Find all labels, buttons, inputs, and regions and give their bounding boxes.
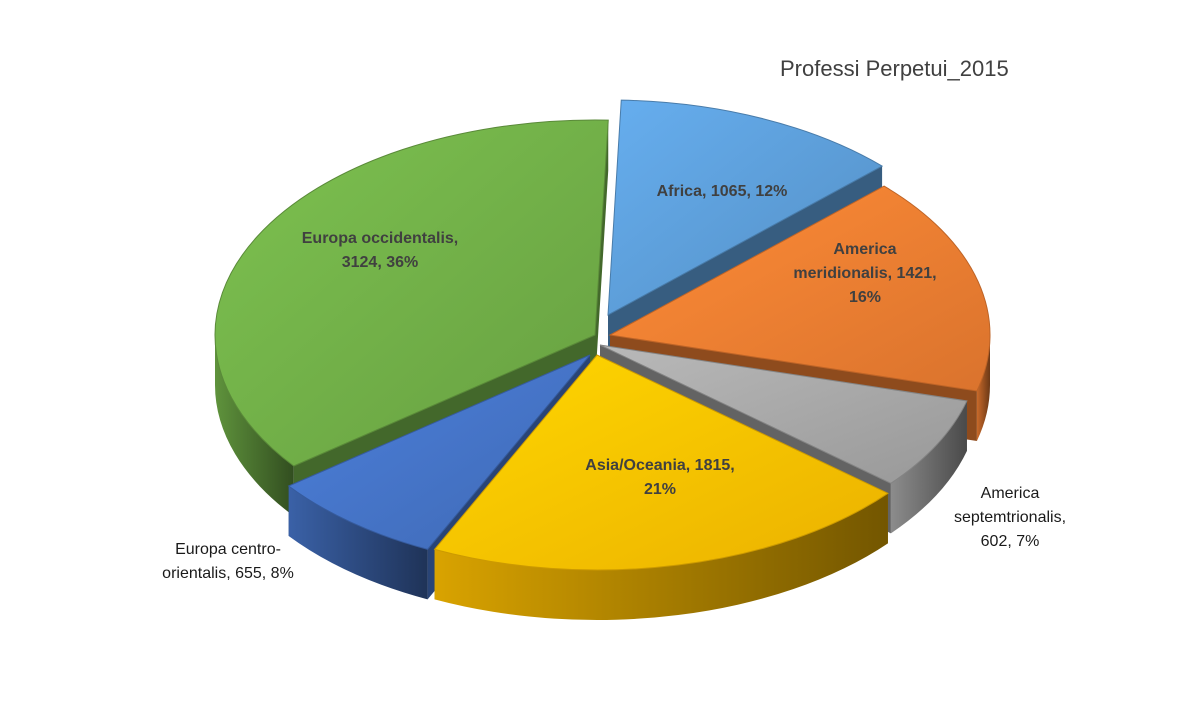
pie-outer-wall	[890, 400, 967, 534]
pie-outer-wall	[976, 335, 990, 441]
pie-labels: Africa, 1065, 12% America meridionalis, 14…	[162, 183, 1066, 582]
pie-slice-asia-oceania	[433, 354, 889, 571]
pie-slice-africa	[607, 99, 884, 316]
pie-slice-europa-centro-orientalis	[287, 354, 591, 550]
pie-slice-america-meridionalis	[608, 185, 991, 392]
pie-outer-wall	[434, 493, 888, 620]
data-label-america-meridionalis: America meridionalis, 1421, 16%	[793, 241, 936, 306]
data-label-europa-occidentalis: Europa occidentalis, 3124, 36%	[302, 230, 458, 271]
pie-tops	[214, 99, 991, 571]
data-label-america-septemtrionalis: America septemtrionalis, 602, 7%	[954, 485, 1066, 550]
pie-outer-wall	[215, 335, 294, 516]
pie-slice-america-septemtrionalis	[599, 344, 968, 484]
chart-title: Professi Perpetui_2015	[780, 56, 1009, 81]
data-label-asia-oceania: Asia/Oceania, 1815, 21%	[585, 457, 734, 498]
data-label-africa: Africa, 1065, 12%	[657, 183, 788, 200]
pie-outer-wall	[288, 485, 428, 600]
pie-slice-europa-occidentalis	[214, 119, 609, 467]
data-label-europa-centro-orientalis: Europa centro-orientalis, 655, 8%	[162, 541, 294, 582]
pie-radial-face	[595, 120, 609, 385]
